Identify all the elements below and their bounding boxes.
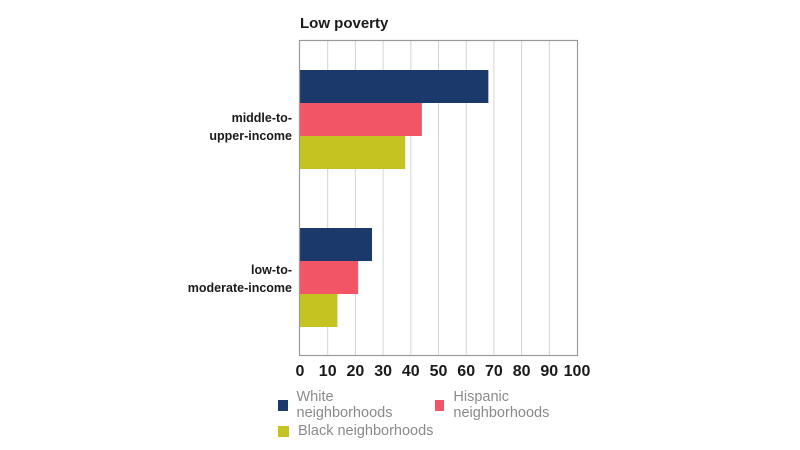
bar-white-middle-upper [300, 70, 489, 103]
bar-black-middle-upper [300, 136, 406, 169]
legend-label-black: Black neighborhoods [298, 423, 434, 439]
legend-label-white: White neighborhoods [296, 389, 393, 421]
x-tick-50: 50 [430, 363, 448, 380]
x-tick-0: 0 [296, 363, 305, 380]
legend-row-1: White neighborhoods Hispanic neighborhoo… [272, 389, 602, 421]
x-tick-90: 90 [540, 363, 558, 380]
legend-row-2: Black neighborhoods [272, 418, 602, 444]
chart-title: Low poverty [300, 15, 389, 32]
legend-swatch-white [278, 399, 288, 411]
bar-chart: Low poverty middle-to-upper-income low-to… [188, 15, 591, 380]
bar-hispanic-low-moderate [300, 261, 359, 294]
legend-item-hispanic: Hispanic neighborhoods [429, 389, 588, 421]
legend-label-hispanic: Hispanic neighborhoods [453, 389, 550, 421]
x-tick-20: 20 [347, 363, 365, 380]
x-tick-40: 40 [402, 363, 420, 380]
x-tick-70: 70 [485, 363, 503, 380]
category-label-middle-upper: middle-to-upper-income [209, 111, 292, 143]
plot-frame [298, 39, 579, 357]
bar-white-low-moderate [300, 228, 373, 261]
bar-black-low-moderate [300, 294, 338, 327]
legend-swatch-black [278, 425, 289, 437]
legend-swatch-hispanic [434, 399, 445, 411]
category-label-low-moderate: low-to-moderate-income [188, 263, 292, 295]
legend-item-white: White neighborhoods [272, 389, 415, 421]
bars [300, 70, 489, 327]
legend: White neighborhoods Hispanic neighborhoo… [272, 389, 602, 444]
category-labels: middle-to-upper-income low-to-moderate-in… [188, 111, 292, 295]
x-tick-30: 30 [374, 363, 392, 380]
legend-item-black: Black neighborhoods [272, 423, 433, 439]
x-tick-labels: 0 10 20 30 40 50 60 70 80 90 100 [296, 363, 591, 380]
x-tick-100: 100 [564, 363, 591, 380]
bar-hispanic-middle-upper [300, 103, 422, 136]
x-tick-80: 80 [513, 363, 531, 380]
x-tick-10: 10 [319, 363, 337, 380]
x-tick-60: 60 [457, 363, 475, 380]
